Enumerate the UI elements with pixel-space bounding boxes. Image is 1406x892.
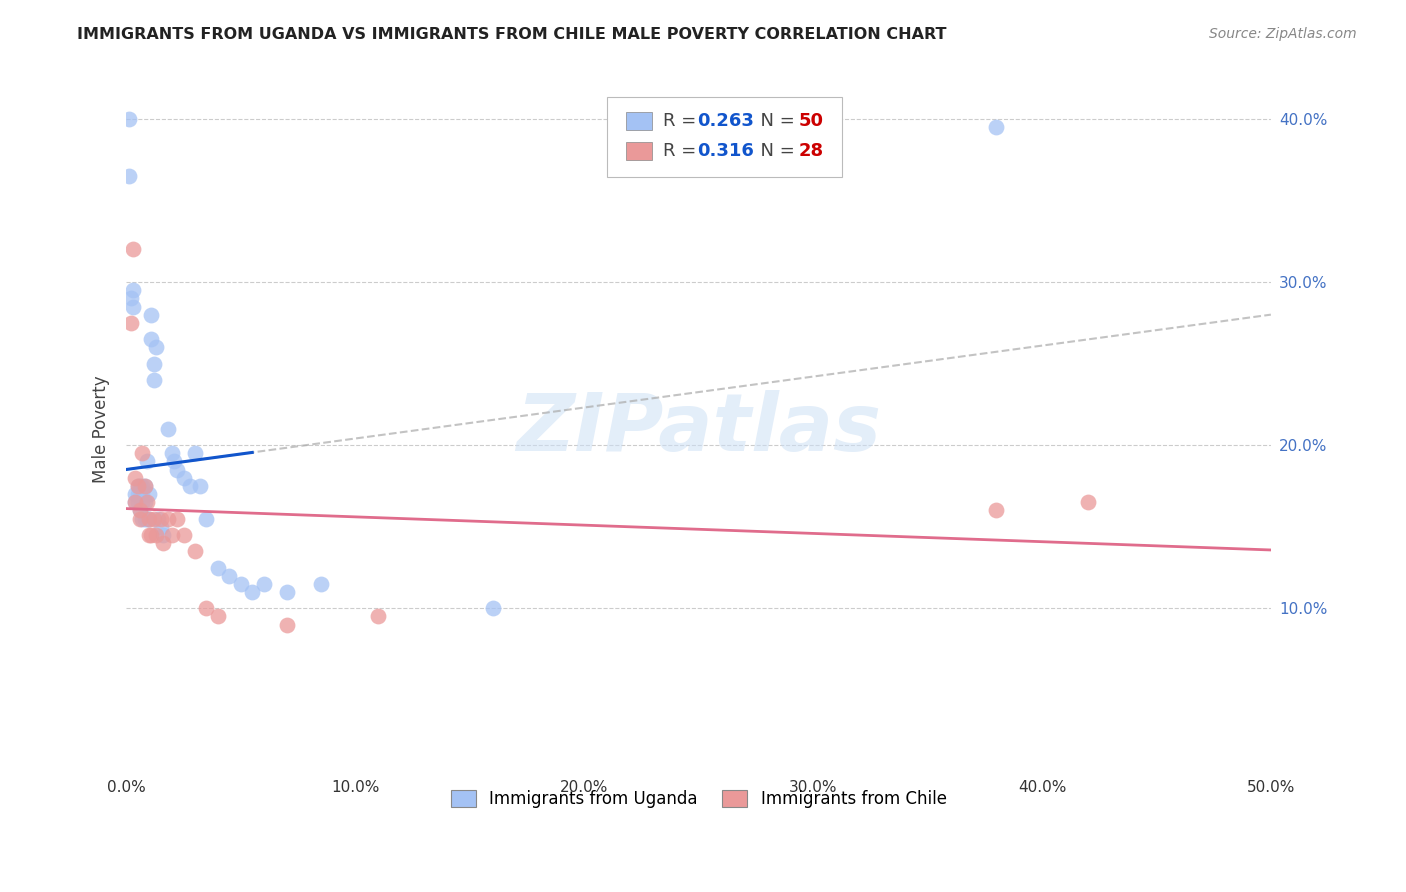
Point <box>986 120 1008 135</box>
Point <box>135 511 157 525</box>
Y-axis label: Male Poverty: Male Poverty <box>93 375 110 483</box>
Text: 28: 28 <box>799 142 824 160</box>
Point <box>173 528 195 542</box>
Text: 0.316: 0.316 <box>697 142 755 160</box>
Point <box>166 511 188 525</box>
Point <box>131 446 153 460</box>
Legend: Immigrants from Uganda, Immigrants from Chile: Immigrants from Uganda, Immigrants from … <box>444 783 953 814</box>
Point <box>134 511 156 525</box>
Point <box>127 479 149 493</box>
Point <box>129 511 152 525</box>
FancyBboxPatch shape <box>607 96 842 178</box>
Point <box>148 511 170 525</box>
Point <box>207 609 229 624</box>
Text: R =: R = <box>664 142 702 160</box>
Point <box>149 511 172 525</box>
Text: ZIPatlas: ZIPatlas <box>516 390 882 468</box>
Point <box>149 520 172 534</box>
Point <box>986 503 1008 517</box>
Point <box>173 471 195 485</box>
Point <box>276 585 298 599</box>
Text: R =: R = <box>664 112 702 129</box>
Point <box>117 169 139 183</box>
Point <box>141 332 163 346</box>
Point <box>188 479 211 493</box>
Point <box>131 479 153 493</box>
Point <box>122 300 145 314</box>
Point <box>156 511 179 525</box>
Point <box>138 528 160 542</box>
Point <box>142 511 165 525</box>
Point <box>240 585 263 599</box>
Point <box>124 471 146 485</box>
Point <box>141 528 163 542</box>
Point <box>124 487 146 501</box>
Point <box>160 528 183 542</box>
Text: N =: N = <box>749 112 800 129</box>
Point <box>163 454 186 468</box>
Point <box>138 511 160 525</box>
Point <box>134 479 156 493</box>
Point <box>122 283 145 297</box>
Point <box>160 446 183 460</box>
Point <box>229 577 252 591</box>
Text: N =: N = <box>749 142 800 160</box>
Point <box>195 601 218 615</box>
Point <box>184 446 207 460</box>
FancyBboxPatch shape <box>627 112 651 129</box>
Point <box>481 601 503 615</box>
Point <box>145 340 167 354</box>
Point <box>184 544 207 558</box>
Point <box>207 560 229 574</box>
Point <box>134 495 156 509</box>
Point <box>124 495 146 509</box>
Point <box>1077 495 1099 509</box>
Text: Source: ZipAtlas.com: Source: ZipAtlas.com <box>1209 27 1357 41</box>
Point <box>276 617 298 632</box>
Point <box>129 487 152 501</box>
Point <box>166 463 188 477</box>
Point <box>129 503 152 517</box>
Point <box>135 495 157 509</box>
Point <box>152 528 174 542</box>
Point <box>138 487 160 501</box>
Point <box>142 357 165 371</box>
Point <box>195 511 218 525</box>
Point <box>367 609 389 624</box>
Text: 50: 50 <box>799 112 823 129</box>
Point <box>131 495 153 509</box>
Point <box>141 308 163 322</box>
Point <box>218 568 240 582</box>
Point <box>117 112 139 126</box>
Point <box>138 511 160 525</box>
Point <box>309 577 332 591</box>
Point <box>131 511 153 525</box>
Point <box>127 479 149 493</box>
Point <box>122 243 145 257</box>
Point <box>124 495 146 509</box>
Point <box>152 536 174 550</box>
Point <box>120 292 142 306</box>
Text: IMMIGRANTS FROM UGANDA VS IMMIGRANTS FROM CHILE MALE POVERTY CORRELATION CHART: IMMIGRANTS FROM UGANDA VS IMMIGRANTS FRO… <box>77 27 946 42</box>
FancyBboxPatch shape <box>627 142 651 160</box>
Point <box>135 454 157 468</box>
Point <box>120 316 142 330</box>
Point <box>129 503 152 517</box>
Point <box>127 495 149 509</box>
Point <box>129 479 152 493</box>
Point <box>253 577 276 591</box>
Point <box>145 528 167 542</box>
Point <box>142 373 165 387</box>
Text: 0.263: 0.263 <box>697 112 755 129</box>
Point <box>179 479 201 493</box>
Point <box>134 479 156 493</box>
Point <box>127 487 149 501</box>
Point <box>131 487 153 501</box>
Point <box>156 422 179 436</box>
